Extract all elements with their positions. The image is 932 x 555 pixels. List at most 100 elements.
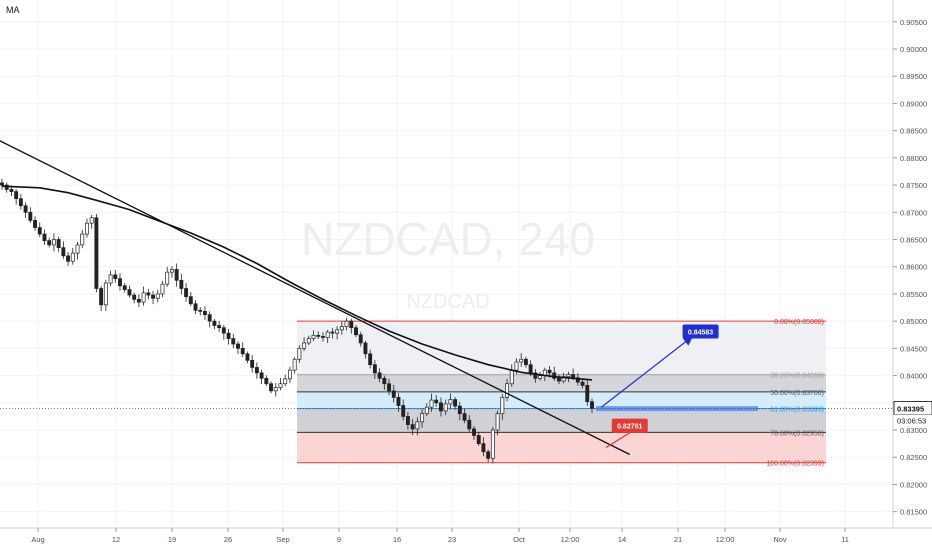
candle-body	[439, 402, 443, 412]
candle	[160, 280, 165, 298]
watermark-subtitle: NZDCAD	[406, 291, 489, 313]
candle	[56, 236, 61, 252]
indicator-label: MA	[6, 5, 20, 15]
candle-body	[188, 296, 193, 305]
stop-price-callout: 0.82781	[611, 418, 648, 433]
candle-body	[321, 336, 325, 338]
candle	[358, 331, 363, 347]
candle-body	[311, 334, 316, 339]
candle	[217, 320, 222, 332]
candle-body	[410, 424, 415, 430]
candle-body	[42, 233, 47, 241]
candle-body	[217, 325, 222, 329]
candle	[37, 222, 42, 237]
candle-body	[292, 358, 297, 371]
candle-body	[184, 288, 189, 298]
candle-body	[557, 377, 561, 382]
time-tick-label: Sep	[276, 535, 289, 544]
candle-body	[538, 375, 543, 379]
candle-body	[344, 320, 349, 327]
candle-body	[146, 292, 151, 296]
candle-body	[396, 397, 401, 406]
time-tick-label: Aug	[31, 535, 44, 544]
time-tick-label: 14	[618, 535, 626, 544]
candle-body	[590, 401, 594, 409]
candle-body	[207, 314, 212, 322]
candle	[226, 328, 231, 345]
candle	[89, 214, 94, 229]
candle	[490, 427, 495, 464]
candle	[132, 292, 137, 304]
candle-body	[198, 309, 203, 312]
price-tick-label: 0.89000	[900, 99, 927, 108]
time-tick-label: 9	[337, 535, 341, 544]
price-tick-label: 0.90500	[900, 18, 927, 27]
candle-body	[169, 269, 174, 273]
candle	[330, 327, 335, 339]
candle	[387, 378, 391, 396]
candle	[434, 395, 439, 407]
watermark-symbol: NZDCAD, 240	[301, 213, 595, 265]
candle	[240, 342, 245, 358]
candle	[94, 214, 99, 293]
candle	[302, 337, 307, 352]
candle	[278, 377, 283, 391]
candle-body	[269, 383, 273, 392]
candle	[405, 412, 410, 430]
candle	[14, 189, 19, 205]
price-tick-label: 0.88500	[900, 127, 927, 136]
candle	[316, 331, 321, 340]
candle	[505, 378, 509, 402]
candle	[457, 401, 462, 421]
fib-label: 50.00%(0.83700)	[770, 390, 824, 397]
candle	[259, 369, 264, 385]
candle	[495, 410, 500, 436]
candle-body	[457, 405, 462, 415]
candle-body	[226, 332, 231, 339]
last-price-badge: 0.83395 03:06:53	[893, 401, 932, 427]
candle	[533, 368, 538, 383]
candle	[47, 237, 52, 248]
price-tick-label: 0.82500	[900, 453, 927, 462]
candle	[61, 241, 66, 259]
candle	[339, 321, 344, 335]
price-tick-label: 0.87500	[900, 181, 927, 190]
indicator-legend[interactable]: MA	[6, 5, 20, 15]
candle-body	[372, 364, 377, 374]
candle-body	[476, 435, 481, 444]
target-price-callout: 0.84583	[682, 324, 719, 339]
candle-body	[264, 377, 269, 385]
candle-body	[136, 299, 141, 303]
candle	[462, 408, 467, 424]
target-zone-box	[596, 406, 758, 412]
price-tick-label: 0.88000	[900, 154, 927, 163]
candle	[231, 333, 236, 349]
candle	[75, 242, 80, 260]
time-tick-label: 23	[448, 535, 456, 544]
time-tick-label: Oct	[513, 535, 526, 544]
candle	[198, 307, 203, 316]
candle	[99, 285, 104, 312]
candle	[523, 356, 528, 368]
candle-body	[0, 182, 4, 186]
candle-body	[325, 331, 330, 338]
candle-body	[141, 292, 146, 303]
fib-band-500-618	[297, 391, 826, 409]
candle-body	[297, 348, 302, 360]
time-tick-label: Nov	[773, 535, 787, 544]
candle-body	[349, 320, 354, 329]
candle-body	[278, 383, 283, 388]
candle-body	[472, 428, 476, 436]
candle	[453, 397, 458, 410]
candle-body	[358, 334, 363, 344]
candle	[33, 216, 37, 231]
candle-body	[523, 358, 528, 366]
candle	[174, 263, 179, 287]
candle-body	[335, 329, 340, 334]
price-tick-label: 0.87000	[900, 208, 927, 217]
candle	[372, 360, 377, 379]
candle	[42, 229, 47, 245]
candle-body	[405, 416, 410, 425]
